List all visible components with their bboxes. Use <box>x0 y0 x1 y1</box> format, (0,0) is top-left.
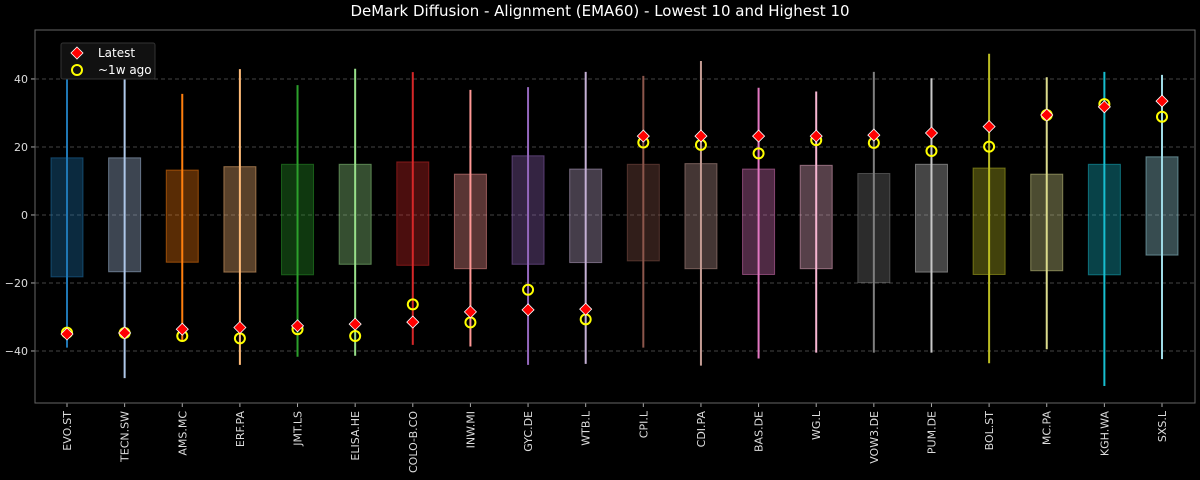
week-ago-point <box>349 330 362 343</box>
chart-marks <box>50 48 1179 386</box>
latest-point <box>290 319 305 333</box>
week-ago-point <box>983 140 996 153</box>
latest-point <box>809 129 823 143</box>
y-tick-label: −20 <box>5 277 28 290</box>
legend: Latest ~1w ago <box>60 42 156 80</box>
y-tick-label: 40 <box>14 73 28 86</box>
latest-point <box>406 315 420 329</box>
latest-point <box>118 326 132 340</box>
x-tick-label: KGH.WA <box>1098 411 1111 457</box>
x-tick-label: BOL.ST <box>983 411 996 451</box>
week-ago-point <box>1156 110 1168 123</box>
x-tick-label: EVO.ST <box>61 411 74 451</box>
x-tick-label: INW.MI <box>464 411 477 448</box>
week-ago-point <box>522 283 535 296</box>
latest-point <box>233 320 247 335</box>
plot-frame <box>34 29 1196 404</box>
legend-week-ago-marker-icon <box>71 64 83 76</box>
x-tick-label: BAS.DE <box>753 411 766 452</box>
legend-latest-marker-icon <box>70 46 84 60</box>
y-tick-label: 20 <box>14 141 28 154</box>
x-tick-label: ERF.PA <box>234 411 247 448</box>
latest-point <box>636 129 650 143</box>
latest-point <box>1155 94 1169 108</box>
latest-point <box>694 129 708 143</box>
x-tick-label: JMT.LS <box>292 411 305 447</box>
x-tick-label: WTB.L <box>580 410 593 446</box>
y-axis: −40 −20 0 20 40 <box>5 73 35 358</box>
latest-point <box>348 317 362 331</box>
week-ago-point <box>406 298 419 311</box>
latest-point <box>752 129 766 143</box>
latest-point <box>1040 108 1054 122</box>
x-tick-label: TECN.SW <box>119 411 132 463</box>
week-ago-point <box>752 147 765 160</box>
latest-point <box>463 305 477 319</box>
x-tick-label: PUM.DE <box>925 411 938 454</box>
chart-title: DeMark Diffusion - Alignment (EMA60) - L… <box>350 2 849 20</box>
x-tick-label: AMS.MC <box>176 411 189 456</box>
x-tick-label: GYC.DE <box>522 411 535 452</box>
latest-point <box>521 303 535 317</box>
grid <box>35 78 1195 352</box>
x-tick-label: ELISA.HE <box>349 411 362 461</box>
x-axis: EVO.ST TECN.SW AMS.MC ERF.PA JMT.LS ELISA.HE C… <box>61 403 1169 473</box>
legend-week-ago-label: ~1w ago <box>98 63 152 77</box>
y-tick-label: 0 <box>21 209 28 222</box>
week-ago-point <box>925 145 938 158</box>
latest-point <box>175 322 189 336</box>
latest-point <box>60 327 74 341</box>
x-tick-label: COLO-B.CO <box>407 411 420 473</box>
latest-point <box>924 126 939 140</box>
x-tick-label: VOW3.DE <box>868 411 881 464</box>
x-tick-label: WG.L <box>810 410 823 440</box>
x-tick-label: MC.PA <box>1041 411 1054 446</box>
latest-point <box>982 119 996 134</box>
x-tick-label: CDI.PA <box>695 411 708 448</box>
y-tick-label: −40 <box>5 345 28 358</box>
x-tick-label: SXS.L <box>1156 410 1169 442</box>
latest-point <box>867 128 881 142</box>
legend-box <box>60 42 156 80</box>
latest-point <box>1097 100 1111 114</box>
legend-latest-label: Latest <box>98 46 135 60</box>
x-tick-label: CPI.L <box>637 410 650 438</box>
latest-point <box>579 302 593 316</box>
